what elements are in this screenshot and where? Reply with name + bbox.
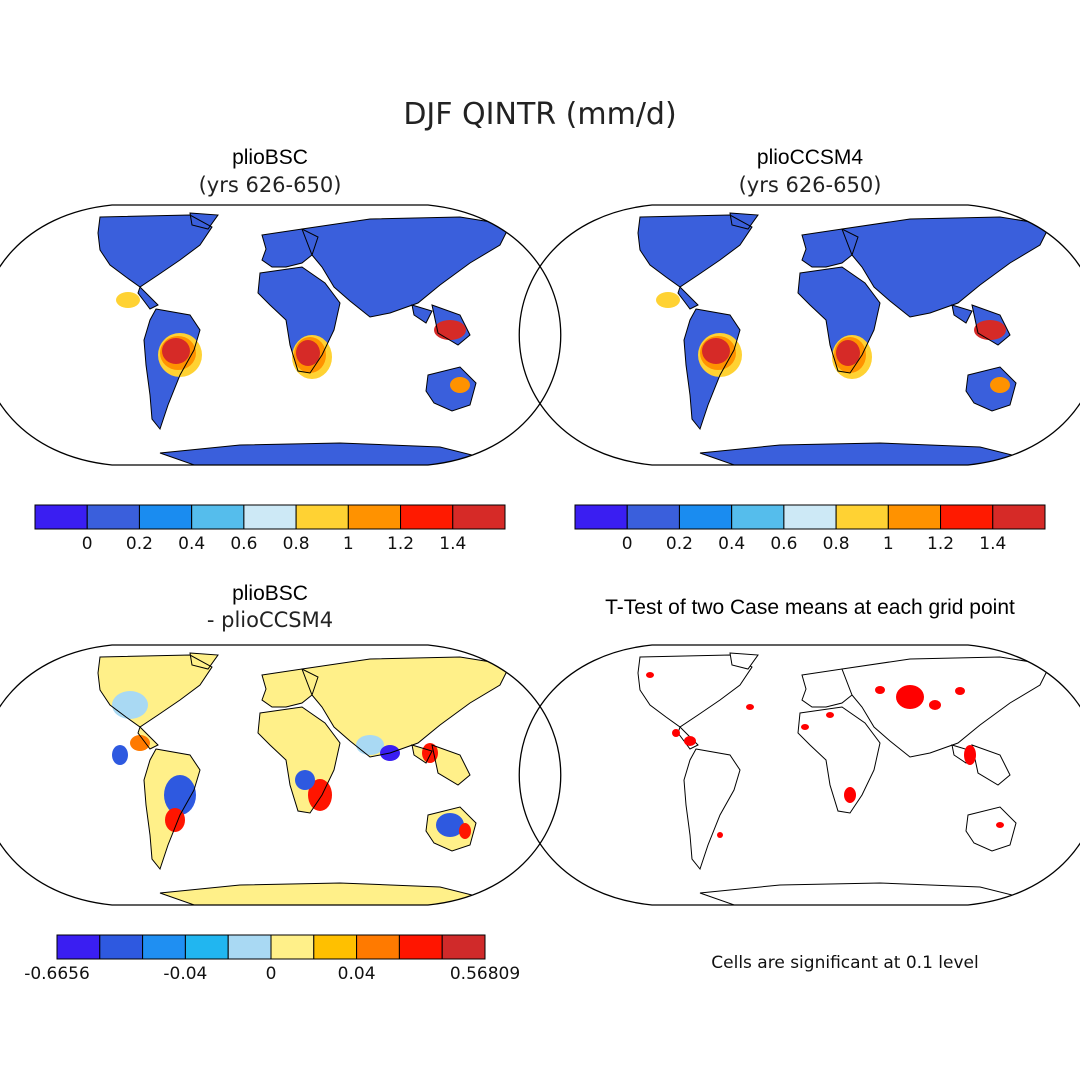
colorbar-swatch <box>452 504 506 530</box>
panel-plioccsm4-title: plioCCSM4 <box>757 146 864 169</box>
colorbar-swatch <box>887 504 942 530</box>
map-pliobsc <box>0 204 562 466</box>
colorbar-tick-label: 0.6 <box>230 534 257 554</box>
colorbar-tick-label: 0 <box>82 534 93 554</box>
colorbar-swatch <box>99 934 144 960</box>
colorbar-swatch <box>227 934 272 960</box>
colorbar-swatch <box>138 504 193 530</box>
colorbar-swatch <box>626 504 680 530</box>
colorbar-swatch <box>356 934 400 960</box>
colorbar-swatch <box>86 504 140 530</box>
colorbar-swatch <box>783 504 837 530</box>
colorbar-tick-label: 0.8 <box>823 534 850 554</box>
colorbar-swatch <box>270 934 315 960</box>
colorbar-tick-label: 0.8 <box>283 534 310 554</box>
panel-difference-subtitle: - plioCCSM4 <box>207 608 333 632</box>
panel-ttest-title: T-Test of two Case means at each grid po… <box>605 596 1015 619</box>
map-difference <box>0 644 562 906</box>
colorbar-tick-label: 0.04 <box>338 964 376 984</box>
colorbar-tick-label: 1.4 <box>979 534 1006 554</box>
colorbar-difference: -0.6656 -0.04 0 0.04 0.56809 <box>24 934 520 984</box>
colorbar-swatch <box>243 504 297 530</box>
colorbar-tick-label: -0.04 <box>163 964 207 984</box>
panel-plioccsm4-subtitle: (yrs 626-650) <box>739 173 882 197</box>
colorbar-tick-label: 0 <box>622 534 633 554</box>
colorbar-swatch <box>835 504 889 530</box>
colorbar-tick-label: 0.56809 <box>450 964 520 984</box>
colorbar-tick-label: 0.4 <box>718 534 745 554</box>
colorbar-swatch <box>400 504 454 530</box>
colorbar-swatch <box>191 504 245 530</box>
colorbar-swatch <box>295 504 349 530</box>
colorbar-swatch <box>940 504 994 530</box>
colorbar-swatch <box>441 934 486 960</box>
significance-dots <box>646 672 1004 838</box>
colorbar-tick-label: -0.6656 <box>24 964 90 984</box>
colorbar-swatch <box>184 934 229 960</box>
panel-pliobsc-title: plioBSC <box>232 146 308 169</box>
panel-difference-title: plioBSC <box>232 582 308 605</box>
colorbar-tick-label: 0 <box>266 964 277 984</box>
colorbar-pliobsc: 0 0.2 0.4 0.6 0.8 1 1.2 1.4 <box>34 504 506 554</box>
colorbar-swatch <box>731 504 785 530</box>
colorbar-tick-label: 0.6 <box>770 534 797 554</box>
colorbar-tick-label: 0.2 <box>126 534 153 554</box>
main-title: DJF QINTR (mm/d) <box>403 97 676 132</box>
colorbar-swatch <box>313 934 358 960</box>
panel-difference: plioBSC - plioCCSM4 <box>0 582 562 984</box>
panel-ttest: T-Test of two Case means at each grid po… <box>518 596 1080 973</box>
map-ttest <box>518 644 1080 906</box>
colorbar-plioccsm4: 0 0.2 0.4 0.6 0.8 1 1.2 1.4 <box>574 504 1046 554</box>
colorbar-tick-label: 1.4 <box>439 534 466 554</box>
colorbar-tick-label: 1 <box>343 534 354 554</box>
map-plioccsm4 <box>518 204 1080 466</box>
colorbar-tick-label: 0.2 <box>666 534 693 554</box>
colorbar-swatch <box>398 934 443 960</box>
colorbar-swatch <box>992 504 1046 530</box>
difference-anomalies <box>112 691 471 839</box>
colorbar-tick-label: 1.2 <box>927 534 954 554</box>
colorbar-tick-label: 1.2 <box>387 534 414 554</box>
colorbar-swatch <box>34 504 88 530</box>
significance-note: Cells are significant at 0.1 level <box>711 953 978 973</box>
colorbar-swatch <box>678 504 733 530</box>
panel-pliobsc: plioBSC (yrs 626-650) 0 0.2 <box>0 146 562 554</box>
panel-pliobsc-subtitle: (yrs 626-650) <box>199 173 342 197</box>
colorbar-tick-label: 1 <box>883 534 894 554</box>
colorbar-swatch <box>347 504 402 530</box>
colorbar-swatch <box>142 934 186 960</box>
colorbar-swatch <box>574 504 628 530</box>
colorbar-tick-label: 0.4 <box>178 534 205 554</box>
colorbar-swatch <box>56 934 101 960</box>
